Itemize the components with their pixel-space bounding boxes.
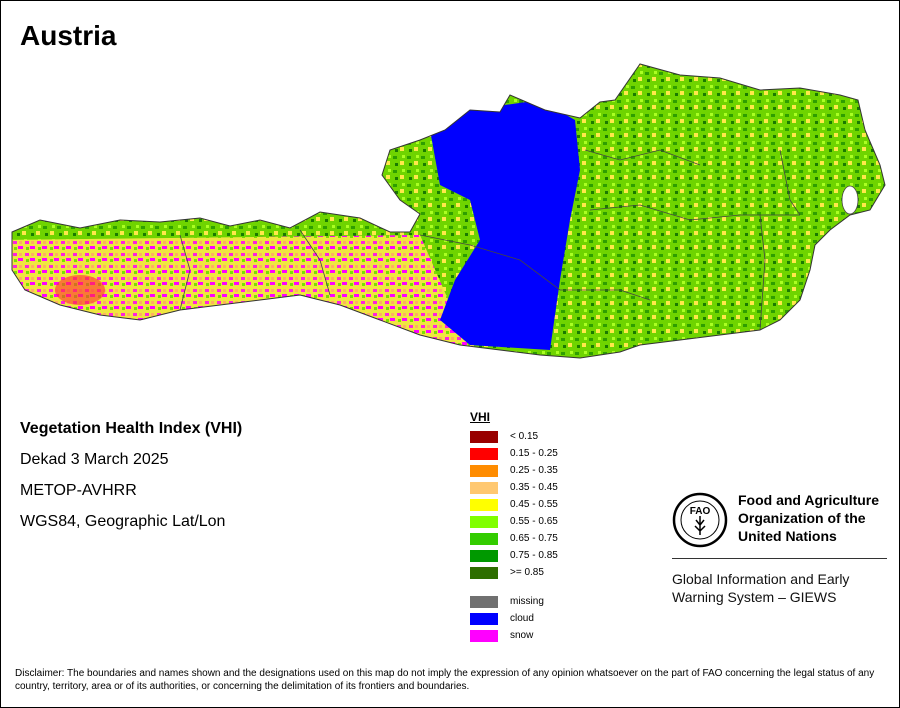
info-projection: WGS84, Geographic Lat/Lon bbox=[20, 513, 226, 530]
legend-swatch bbox=[470, 549, 498, 562]
legend-swatch bbox=[470, 612, 498, 625]
legend-label: snow bbox=[510, 630, 534, 641]
info-sensor: METOP-AVHRR bbox=[20, 482, 137, 499]
legend-swatch bbox=[470, 629, 498, 642]
legend-label: 0.25 - 0.35 bbox=[510, 465, 558, 476]
legend-class-item: 0.35 - 0.45 bbox=[470, 479, 558, 496]
legend-title: VHI bbox=[470, 410, 491, 424]
legend-swatch bbox=[470, 515, 498, 528]
fao-name: Food and Agriculture Organization of the… bbox=[738, 492, 880, 544]
legend-class-item: 0.25 - 0.35 bbox=[470, 462, 558, 479]
legend-swatch bbox=[470, 430, 498, 443]
legend-class-item: 0.55 - 0.65 bbox=[470, 513, 558, 530]
info-date: Dekad 3 March 2025 bbox=[20, 451, 169, 468]
legend-extra-item: snow bbox=[470, 627, 558, 644]
legend-swatch bbox=[470, 481, 498, 494]
legend-swatch bbox=[470, 498, 498, 511]
fao-logo-icon: FAO bbox=[672, 492, 728, 548]
legend-class-item: >= 0.85 bbox=[470, 564, 558, 581]
giews-name: Global Information and Early Warning Sys… bbox=[672, 571, 850, 605]
legend-swatch bbox=[470, 447, 498, 460]
map-info: Vegetation Health Index (VHI) Dekad 3 Ma… bbox=[20, 413, 242, 537]
legend-label: missing bbox=[510, 596, 544, 607]
disclaimer: Disclaimer: The boundaries and names sho… bbox=[15, 668, 875, 692]
austria-vhi-map bbox=[11, 63, 886, 359]
legend-label: 0.35 - 0.45 bbox=[510, 482, 558, 493]
state-boundaries bbox=[179, 149, 801, 331]
legend-class-item: 0.15 - 0.25 bbox=[470, 445, 558, 462]
legend-swatch bbox=[470, 595, 498, 608]
legend-label: 0.15 - 0.25 bbox=[510, 448, 558, 459]
legend-class-item: < 0.15 bbox=[470, 428, 558, 445]
legend-swatch bbox=[470, 532, 498, 545]
lake-neusiedl bbox=[841, 185, 859, 215]
legend-label: cloud bbox=[510, 613, 534, 624]
fao-divider bbox=[672, 558, 887, 559]
legend-class-item: 0.65 - 0.75 bbox=[470, 530, 558, 547]
legend-label: 0.55 - 0.65 bbox=[510, 516, 558, 527]
legend-label: 0.75 - 0.85 bbox=[510, 550, 558, 561]
legend-swatch bbox=[470, 566, 498, 579]
vhi-legend: VHI < 0.15 0.15 - 0.25 0.25 - 0.35 0.35 - 0… bbox=[470, 410, 558, 644]
legend-label: < 0.15 bbox=[510, 431, 539, 442]
legend-extra-item: cloud bbox=[470, 610, 558, 627]
legend-label: 0.65 - 0.75 bbox=[510, 533, 558, 544]
legend-label: >= 0.85 bbox=[510, 567, 544, 578]
fao-logo-text: FAO bbox=[690, 506, 711, 517]
map-title: Austria bbox=[20, 20, 117, 51]
legend-swatch bbox=[470, 464, 498, 477]
info-product: Vegetation Health Index (VHI) bbox=[20, 420, 243, 437]
legend-class-item: 0.45 - 0.55 bbox=[470, 496, 558, 513]
legend-class-item: 0.75 - 0.85 bbox=[470, 547, 558, 564]
legend-extra-item: missing bbox=[470, 593, 558, 610]
legend-label: 0.45 - 0.55 bbox=[510, 499, 558, 510]
